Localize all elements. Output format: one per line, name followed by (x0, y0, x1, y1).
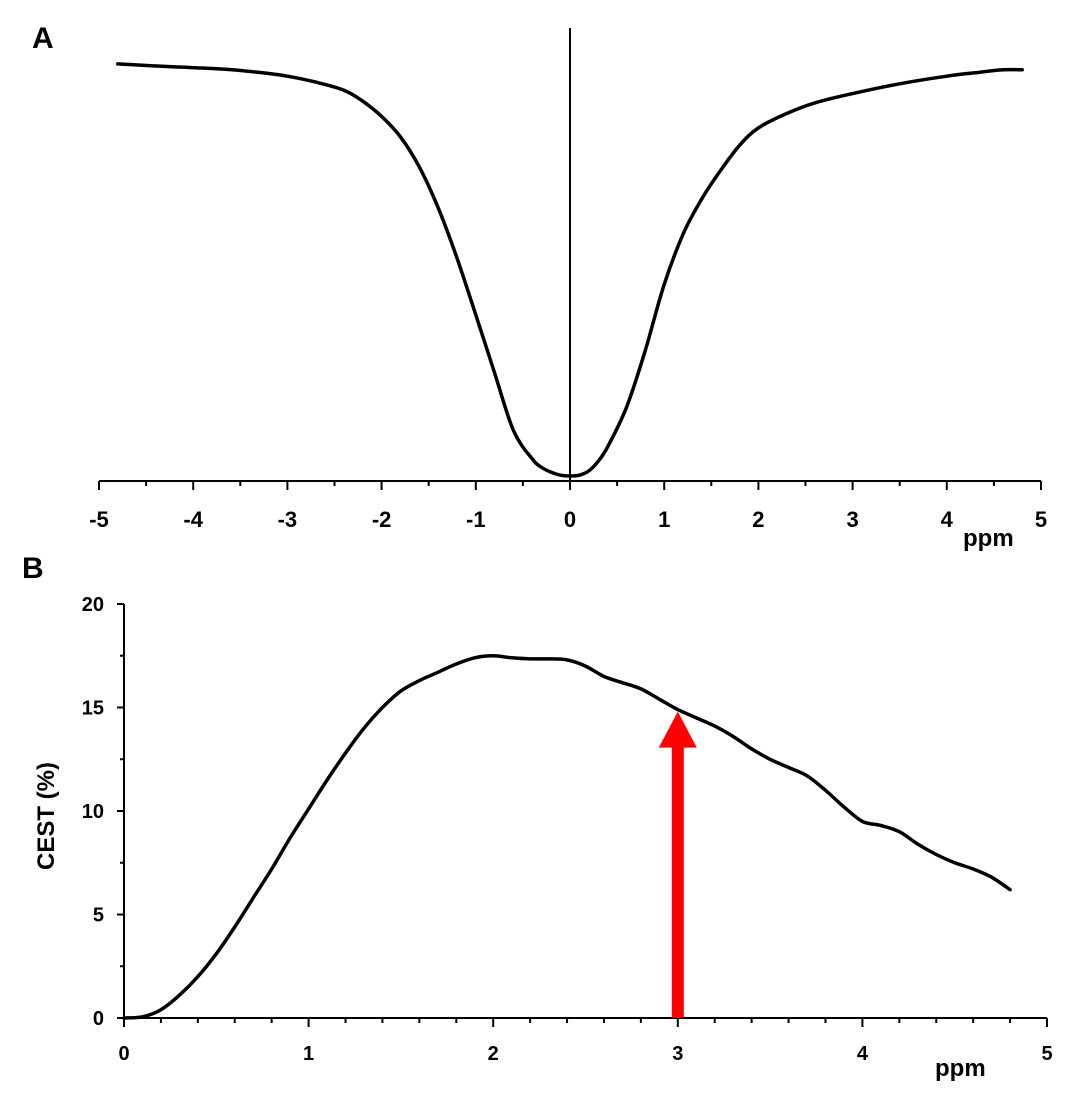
panel-a-x-tick-label: -4 (183, 507, 203, 532)
panel-b-y-tick-label: 5 (93, 905, 104, 927)
panel-a-x-tick-label: 1 (658, 507, 670, 532)
panel-b-x-tick-label: 3 (672, 1043, 683, 1065)
panel-b-series-line (122, 654, 1012, 1020)
panel-b-y-tick-label: 10 (82, 801, 104, 823)
panel-a-series-line (116, 62, 1024, 478)
panel-a-x-tick-label: -2 (372, 507, 392, 532)
panel-b-arrow-head (658, 711, 697, 748)
panel-b-x-tick-label: 4 (857, 1043, 869, 1065)
panel-b-y-tick-label: 15 (82, 698, 104, 720)
panel-a-x-tick-label: 3 (846, 507, 858, 532)
panel-b-x-tick-label: 0 (118, 1043, 129, 1065)
panel-b-y-axis-title: CEST (%) (33, 762, 60, 870)
panel-a-x-axis-title: ppm (963, 525, 1014, 552)
panel-a-x-tick-label: 5 (1035, 507, 1047, 532)
panel-b-x-tick-label: 1 (303, 1043, 314, 1065)
panel-b-label: B (22, 552, 44, 585)
panel-b-annotation-arrow (658, 711, 697, 1018)
panel-a-x-ticks: -5 -4 -3 -2 -1 0 1 2 3 4 5 (89, 481, 1047, 532)
panel-a-x-tick-label: 4 (941, 507, 954, 532)
panel-a-x-tick-label: 0 (564, 507, 576, 532)
panel-b-ticks: 0 1 2 3 4 5 0 5 10 15 20 (82, 594, 1053, 1065)
panel-a-label: A (32, 22, 54, 55)
panel-a-z-spectrum-chart: A -5 -4 -3 -2 -1 0 1 2 3 4 5 ppm (32, 22, 1047, 552)
panel-b-y-tick-label: 20 (82, 594, 104, 616)
panel-b-x-tick-label: 5 (1041, 1043, 1052, 1065)
panel-b-cest-chart: B 0 1 2 3 4 5 0 5 10 15 20 ppm CEST (%) (22, 552, 1053, 1082)
panel-a-x-tick-label: -3 (278, 507, 298, 532)
panel-b-arrow-shaft (671, 745, 684, 1018)
panel-b-x-axis-title: ppm (935, 1055, 986, 1082)
panel-a-x-tick-label: 2 (752, 507, 764, 532)
panel-b-y-tick-label: 0 (93, 1008, 104, 1030)
panel-a-x-tick-label: -1 (466, 507, 486, 532)
panel-a-x-tick-label: -5 (89, 507, 109, 532)
panel-b-x-tick-label: 2 (488, 1043, 499, 1065)
